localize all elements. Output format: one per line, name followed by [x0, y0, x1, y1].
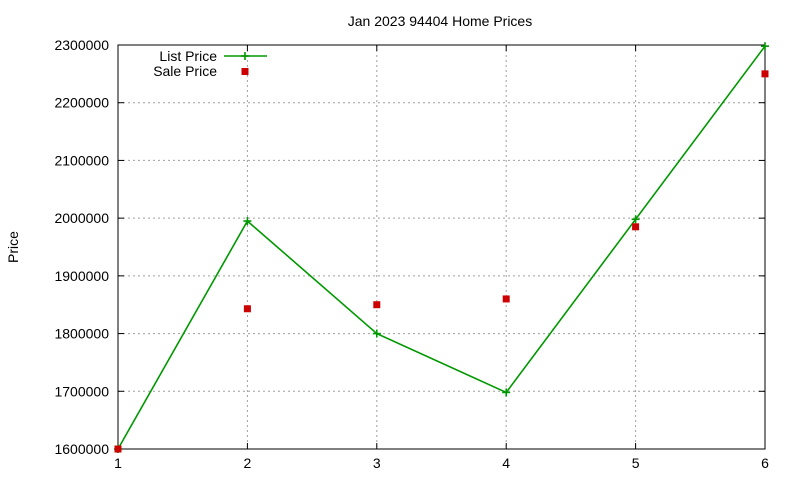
legend-label-sale-price: Sale Price: [153, 63, 217, 79]
sale-price-point: [761, 70, 769, 78]
y-tick-label: 1800000: [54, 326, 109, 342]
legend-sample-sale-price-square: [241, 68, 249, 75]
x-tick-label: 3: [373, 455, 381, 471]
y-tick-label: 1700000: [54, 383, 109, 399]
y-axis-label: Price: [5, 231, 21, 263]
list-price-line: [117, 45, 766, 450]
x-tick-label: 1: [114, 455, 122, 471]
series-layer: [114, 42, 769, 453]
y-tick-label: 1900000: [54, 268, 109, 284]
sale-price-point: [243, 305, 251, 313]
x-tick-label: 6: [761, 455, 769, 471]
sale-price-point: [114, 445, 122, 453]
chart-title: Jan 2023 94404 Home Prices: [348, 13, 532, 29]
y-tick-label: 1600000: [54, 441, 109, 457]
legend-label-list-price: List Price: [159, 48, 217, 64]
ticks-layer: 1 2 3 4 5 6 1600000 1700000 1800000 1900000 200000…: [54, 37, 769, 471]
x-tick-label: 4: [502, 455, 510, 471]
y-tick-label: 2300000: [54, 37, 109, 53]
legend: List Price Sale Price: [153, 48, 267, 79]
grid-layer: [118, 45, 765, 449]
y-tick-label: 2000000: [54, 210, 109, 226]
plot-frame: [117, 44, 766, 450]
y-tick-label: 2200000: [54, 95, 109, 111]
sale-price-point: [373, 301, 381, 309]
list-price-point: [243, 217, 252, 226]
list-price-point: [372, 329, 381, 338]
sale-price-point: [502, 295, 510, 303]
list-price-point: [502, 388, 511, 397]
x-tick-label: 2: [244, 455, 252, 471]
y-tick-label: 2100000: [54, 152, 109, 168]
x-tick-label: 5: [632, 455, 640, 471]
sale-price-point: [632, 223, 640, 231]
list-price-point: [631, 215, 640, 224]
list-price-point: [761, 42, 769, 51]
